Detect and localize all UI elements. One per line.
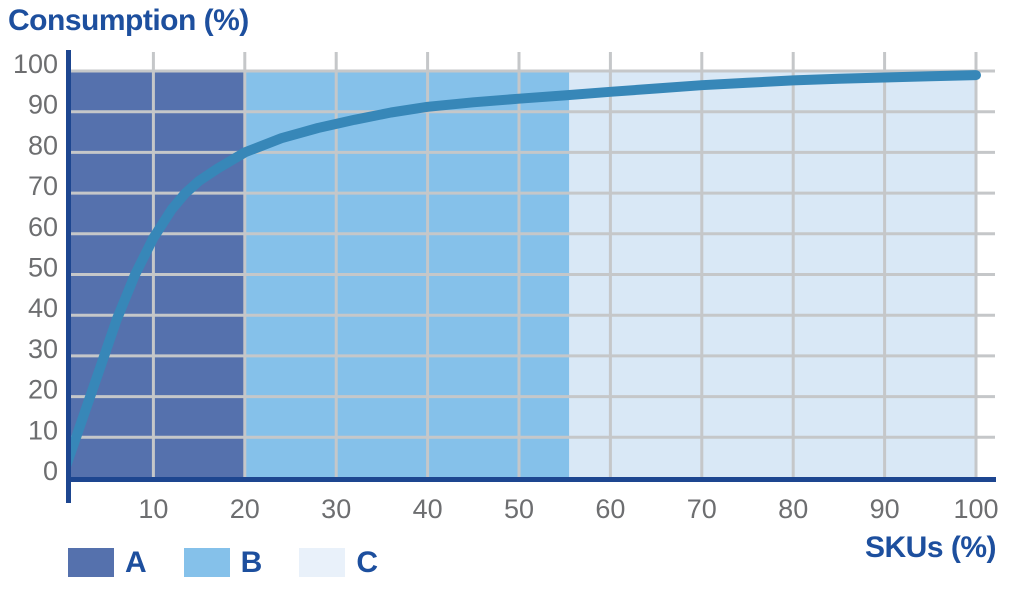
x-tick-label-100: 100 xyxy=(953,494,998,524)
y-tick-label-70: 70 xyxy=(28,171,58,201)
y-tick-label-60: 60 xyxy=(28,212,58,242)
y-tick-label-80: 80 xyxy=(28,130,58,160)
legend-item-c: C xyxy=(299,546,379,579)
legend-label: B xyxy=(240,546,263,579)
y-axis-title: Consumption (%) xyxy=(8,4,249,37)
x-tick-label-20: 20 xyxy=(230,494,260,524)
x-axis-title: SKUs (%) xyxy=(864,531,997,564)
y-tick-label-40: 40 xyxy=(28,293,58,323)
y-tick-label-50: 50 xyxy=(28,253,58,283)
legend-label: A xyxy=(125,546,147,579)
legend-swatch-b xyxy=(183,548,230,577)
x-tick-label-10: 10 xyxy=(138,494,168,524)
axes xyxy=(66,50,996,503)
x-tick-label-60: 60 xyxy=(595,494,625,524)
y-tick-label-30: 30 xyxy=(28,334,58,364)
cumulative-consumption-curve xyxy=(69,70,981,474)
x-tick-label-70: 70 xyxy=(687,494,717,524)
legend: A B C xyxy=(68,546,415,579)
legend-item-a: A xyxy=(68,546,147,579)
x-tick-label-30: 30 xyxy=(321,494,351,524)
y-tick-label-10: 10 xyxy=(28,415,58,445)
gridlines xyxy=(69,52,995,478)
legend-label: C xyxy=(356,546,379,579)
plot-layers xyxy=(69,52,995,478)
y-tick-labels: 0 10 20 30 40 50 60 70 80 90 100 xyxy=(13,49,58,486)
x-tick-label-40: 40 xyxy=(413,494,443,524)
y-tick-label-0: 0 xyxy=(43,456,58,486)
legend-item-b: B xyxy=(183,546,263,579)
y-tick-label-100: 100 xyxy=(13,49,58,79)
x-tick-label-90: 90 xyxy=(870,494,900,524)
legend-swatch-a xyxy=(68,548,114,577)
y-tick-label-20: 20 xyxy=(28,375,58,405)
legend-swatch-c xyxy=(299,548,346,577)
x-tick-labels: 10 20 30 40 50 60 70 80 90 100 xyxy=(138,494,998,524)
x-tick-label-80: 80 xyxy=(778,494,808,524)
y-tick-label-90: 90 xyxy=(28,90,58,120)
x-tick-label-50: 50 xyxy=(504,494,534,524)
